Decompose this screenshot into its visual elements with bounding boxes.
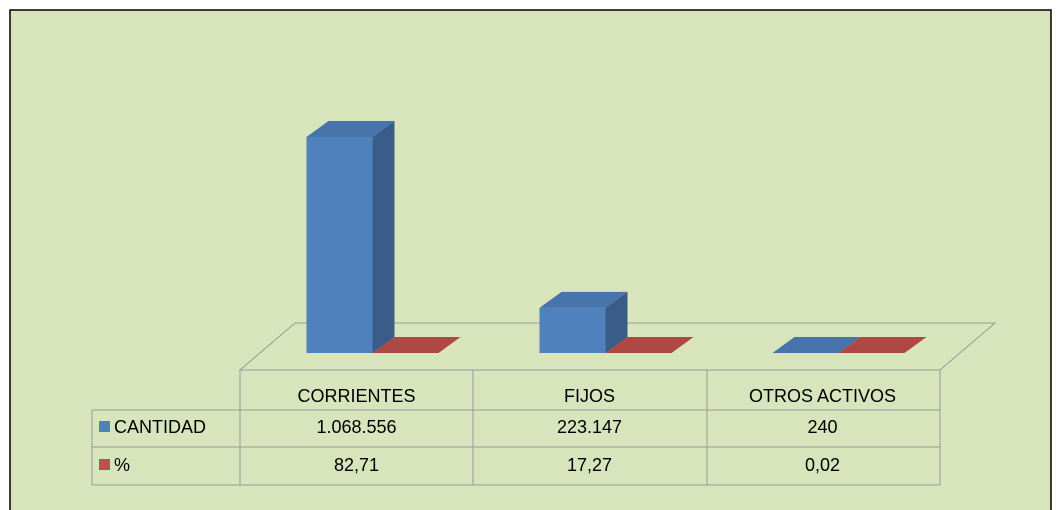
- bar-top: [605, 336, 694, 353]
- legend-swatch: [99, 421, 110, 432]
- bar-top: [838, 337, 927, 353]
- bar-side: [605, 291, 628, 353]
- bar: [539, 307, 606, 353]
- bar-side: [838, 336, 861, 353]
- category-label: OTROS ACTIVOS: [749, 386, 896, 406]
- table-value: 17,27: [567, 455, 612, 475]
- category-label: FIJOS: [564, 386, 615, 406]
- bar-top: [772, 336, 861, 353]
- bar-side: [438, 336, 461, 353]
- table-value: 1.068.556: [316, 417, 396, 437]
- chart-area: [9, 9, 1052, 510]
- bar-side: [671, 336, 694, 353]
- bar-top: [372, 336, 461, 353]
- table-value: 240: [807, 417, 837, 437]
- data-table: [91, 370, 941, 486]
- bar-top: [539, 291, 628, 308]
- bar-side: [372, 121, 395, 353]
- legend-label: CANTIDAD: [114, 417, 206, 437]
- legend-swatch: [99, 459, 110, 470]
- table-value: 223.147: [557, 417, 622, 437]
- bar: [306, 137, 373, 353]
- bar-top: [306, 121, 395, 137]
- table-value: 82,71: [334, 455, 379, 475]
- category-label: CORRIENTES: [297, 386, 415, 406]
- legend-label: %: [114, 455, 130, 475]
- table-value: 0,02: [805, 455, 840, 475]
